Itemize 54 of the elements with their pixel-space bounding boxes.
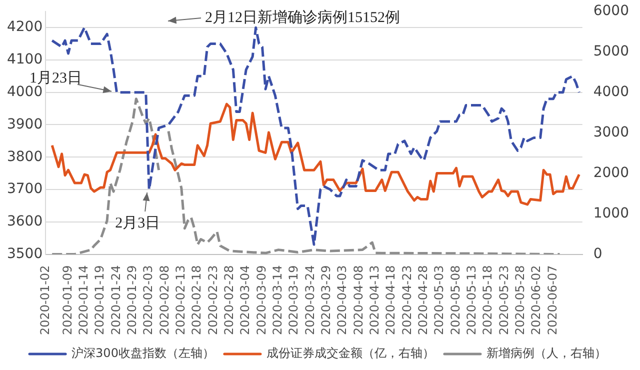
x-tick-label: 2020-02-03 [141,265,156,336]
x-tick-label: 2020-03-09 [254,265,268,336]
x-tick-label: 2020-03-14 [270,265,285,336]
x-tick-label: 2020-05-13 [464,265,479,336]
x-tick-label: 2020-05-08 [448,265,462,336]
legend-label: 成份证券成交金额（亿，右轴） [266,346,434,360]
y2-tick-label: 2000 [593,164,630,181]
x-tick-label: 2020-01-29 [125,265,140,336]
y-tick-label: 4000 [6,84,43,100]
x-tick-label: 2020-02-08 [157,265,172,336]
x-tick-label: 2020-05-03 [432,265,446,336]
y2-tick-label: 5000 [593,44,630,60]
y2-tick-label: 1000 [593,205,630,222]
annotation: 2月12日新增确诊病例15152例 [205,8,400,26]
y2-tick-label: 4000 [593,84,630,100]
y2-tick-label: 3000 [593,124,630,140]
annotation: 1月23日 [30,70,82,86]
x-tick-label: 2020-03-19 [286,265,301,336]
x-tick-label: 2020-04-23 [400,265,414,336]
legend-label: 沪深300收盘指数（左轴） [72,346,214,360]
x-tick-label: 2020-04-13 [368,265,382,336]
line-series [50,26,580,246]
x-tick-label: 2020-05-23 [496,265,511,336]
x-tick-label: 2020-03-04 [238,265,252,336]
x-tick-label: 2020-01-24 [108,265,123,336]
x-tick-label: 2020-05-18 [480,265,495,336]
x-tick-label: 2020-04-08 [351,265,366,336]
x-tick-label: 2020-01-02 [38,265,52,336]
x-tick-label: 2020-01-09 [60,265,74,336]
annotation: 2月3日 [115,215,160,232]
legend-label: 新增病例（人，右轴） [486,346,606,360]
x-tick-label: 2020-02-28 [222,265,236,336]
x-tick-label: 2020-02-18 [190,265,204,336]
y-tick-label: 3500 [6,246,43,262]
x-tick-label: 2020-05-28 [513,265,528,336]
y2-tick-label: 6000 [593,3,630,20]
y-tick-label: 4200 [6,19,43,36]
x-tick-label: 2020-06-07 [545,265,560,336]
x-tick-label: 2020-02-13 [174,265,188,336]
x-tick-label: 2020-02-23 [206,265,220,336]
y-tick-label: 3900 [6,116,43,132]
x-tick-label: 2020-03-24 [302,265,317,336]
y-tick-label: 3600 [6,214,43,230]
x-tick-label: 2020-06-02 [529,265,544,336]
y2-tick-label: 0 [593,246,602,262]
y-tick-label: 4100 [6,52,43,68]
x-tick-label: 2020-04-28 [416,265,430,336]
x-tick-label: 2020-01-19 [92,265,107,336]
y-tick-label: 3800 [6,148,43,165]
x-tick-label: 2020-01-14 [76,265,91,336]
x-tick-label: 2020-04-03 [335,265,350,336]
y-tick-label: 3700 [6,181,43,198]
x-tick-label: 2020-03-29 [319,265,334,336]
x-tick-label: 2020-04-18 [384,265,398,336]
